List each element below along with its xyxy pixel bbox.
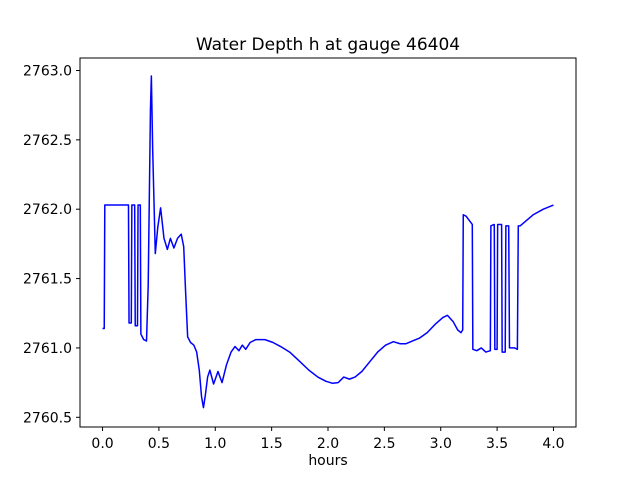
x-tick-label: 4.0 bbox=[542, 436, 564, 452]
y-tick-label: 2761.5 bbox=[23, 272, 72, 288]
y-tick-label: 2761.0 bbox=[23, 341, 72, 357]
y-tick-label: 2760.5 bbox=[23, 410, 72, 426]
chart-title: Water Depth h at gauge 46404 bbox=[196, 35, 460, 55]
water-depth-line bbox=[102, 75, 554, 409]
y-tick-label: 2762.5 bbox=[23, 133, 72, 149]
x-axis-ticks: 0.0 0.5 1.0 1.5 2.0 2.5 3.0 3.5 4.0 bbox=[91, 427, 565, 452]
y-tick-label: 2763.0 bbox=[23, 63, 72, 79]
x-tick-label: 2.0 bbox=[317, 436, 339, 452]
x-tick-label: 3.0 bbox=[430, 436, 452, 452]
y-axis-ticks: 2760.5 2761.0 2761.5 2762.0 2762.5 2763.0 bbox=[23, 63, 80, 426]
x-axis-label: hours bbox=[308, 453, 347, 469]
x-tick-label: 2.5 bbox=[373, 436, 395, 452]
y-tick-label: 2762.0 bbox=[23, 202, 72, 218]
x-tick-label: 3.5 bbox=[486, 436, 508, 452]
x-tick-label: 1.5 bbox=[261, 436, 283, 452]
x-tick-label: 0.5 bbox=[148, 436, 170, 452]
x-tick-label: 1.0 bbox=[204, 436, 226, 452]
x-tick-label: 0.0 bbox=[91, 436, 113, 452]
